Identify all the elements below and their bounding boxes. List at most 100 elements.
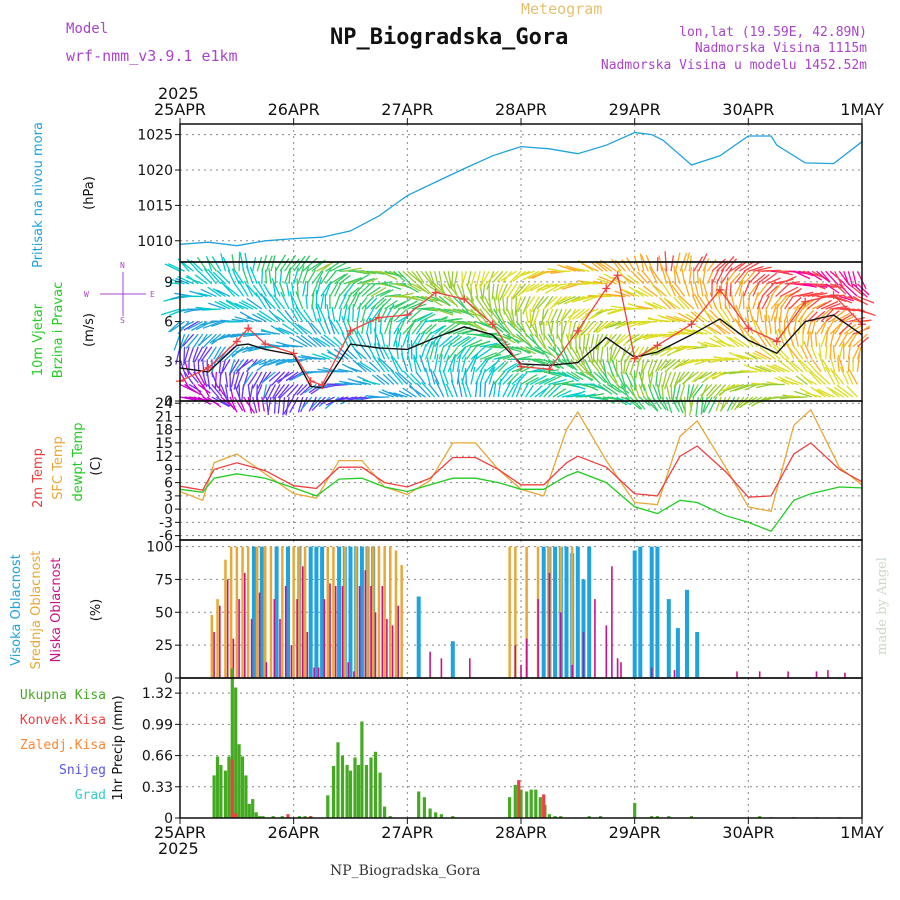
wind-gust-marker xyxy=(261,340,270,349)
cloud-high-bar xyxy=(638,546,643,678)
wind-arrow xyxy=(825,302,841,310)
wind-arrow xyxy=(673,282,686,297)
wind-arrow xyxy=(719,306,731,322)
wind-arrow xyxy=(547,358,561,369)
cloud-low-bar xyxy=(317,667,320,678)
wind-arrow xyxy=(466,339,483,348)
wind-arrow xyxy=(837,357,840,372)
wind-arrow xyxy=(788,306,800,322)
wind-arrow xyxy=(434,379,445,398)
wind-unit-label: (m/s) xyxy=(82,313,97,347)
wind-arrow xyxy=(413,356,418,372)
wind-arrow xyxy=(704,294,713,310)
precip-total-bar xyxy=(667,816,671,818)
wind-arrow xyxy=(735,319,749,335)
wind-arrow xyxy=(818,352,827,373)
cloud-high-bar xyxy=(274,546,279,678)
wind-arrow xyxy=(235,371,245,390)
wind-arrow xyxy=(636,305,653,310)
wind-arrow xyxy=(658,255,663,272)
wind-arrow xyxy=(247,371,258,386)
wind-gust-marker xyxy=(545,365,554,374)
wind-arrow xyxy=(384,299,398,310)
wind-arrow xyxy=(429,283,446,296)
wind-arrow xyxy=(371,374,385,385)
precip-total-bar xyxy=(240,756,245,818)
wind-arrow xyxy=(609,346,613,364)
wind-arrow xyxy=(352,274,370,285)
wind-arrow xyxy=(262,358,281,367)
wind-arrow xyxy=(343,267,362,272)
wind-arrow xyxy=(708,396,718,414)
wind-arrow xyxy=(407,356,413,373)
wind-arrow xyxy=(411,319,424,335)
wind-arrow xyxy=(610,258,622,272)
wind-arrow xyxy=(214,371,218,389)
wind-arrow xyxy=(538,333,547,348)
cloud-low-bar xyxy=(381,586,384,678)
wind-arrow xyxy=(235,346,253,353)
wind-arrow xyxy=(700,396,704,415)
wind-arrow xyxy=(641,359,649,374)
wind-arrow xyxy=(493,308,504,325)
wind-arrow xyxy=(450,271,454,289)
wind-arrow xyxy=(807,291,824,298)
wind-arrow xyxy=(637,286,654,297)
wind-arrow xyxy=(416,312,434,323)
wind-arrow xyxy=(693,293,704,310)
wind-arrow xyxy=(475,347,493,360)
cloud-low-bar xyxy=(306,632,309,678)
wind-arrow xyxy=(347,366,363,373)
year-label-bottom: 2025 xyxy=(158,839,199,858)
wind-arrow xyxy=(625,333,640,344)
wind-arrow xyxy=(175,277,190,285)
wind-arrow xyxy=(674,371,686,387)
wind-arrow xyxy=(775,283,790,297)
wind-arrow xyxy=(596,277,613,285)
wind-arrow xyxy=(260,292,272,310)
wind-arrow xyxy=(225,300,240,310)
wind-arrow xyxy=(506,308,515,326)
wind-arrow xyxy=(738,269,750,285)
wind-arrow xyxy=(192,346,199,361)
wind-arrow xyxy=(249,384,254,401)
wind-arrow xyxy=(308,396,317,412)
wind-arrow xyxy=(725,357,740,360)
wind-arrow xyxy=(275,327,290,335)
wind-arrow xyxy=(759,365,776,373)
wind-arrow xyxy=(852,295,868,306)
wind-arrow xyxy=(754,350,772,360)
wind-arrow xyxy=(643,396,659,412)
wind-arrow xyxy=(756,284,768,297)
wind-arrow xyxy=(438,354,443,372)
precip-conv-bar xyxy=(517,780,521,818)
wind-arrow xyxy=(791,343,804,360)
wind-arrow xyxy=(407,295,424,302)
cloud-low-bar xyxy=(650,667,653,678)
wind-arrow xyxy=(807,296,823,310)
wind-arrow xyxy=(479,342,498,348)
wind-arrow xyxy=(379,298,392,310)
cloud-low-bar xyxy=(258,592,261,678)
wind-arrow xyxy=(220,384,229,402)
wind-arrow xyxy=(534,377,549,386)
wind-arrow xyxy=(393,320,403,335)
wind-arrow xyxy=(268,371,281,382)
wind-arrow xyxy=(734,260,748,272)
wind-arrow xyxy=(438,322,455,335)
wind-arrow xyxy=(649,371,654,389)
cloud-high-bar xyxy=(320,546,325,678)
wind-arrow xyxy=(368,361,381,373)
wind-arrow xyxy=(680,265,686,284)
wind-arrow xyxy=(416,306,435,310)
wind-arrow xyxy=(302,266,310,285)
time-tick-label-bottom: 1MAY xyxy=(840,823,884,842)
wind-arrow xyxy=(534,387,547,398)
wind-arrow xyxy=(709,292,718,310)
time-tick-label-top: 1MAY xyxy=(840,100,884,119)
wind-name-label-2: Brzina i Pravac xyxy=(51,282,66,379)
wind-arrow xyxy=(515,382,523,398)
y-tick-label: 6 xyxy=(164,315,173,331)
wind-arrow xyxy=(502,283,513,299)
cloud-low-bar xyxy=(440,658,443,678)
